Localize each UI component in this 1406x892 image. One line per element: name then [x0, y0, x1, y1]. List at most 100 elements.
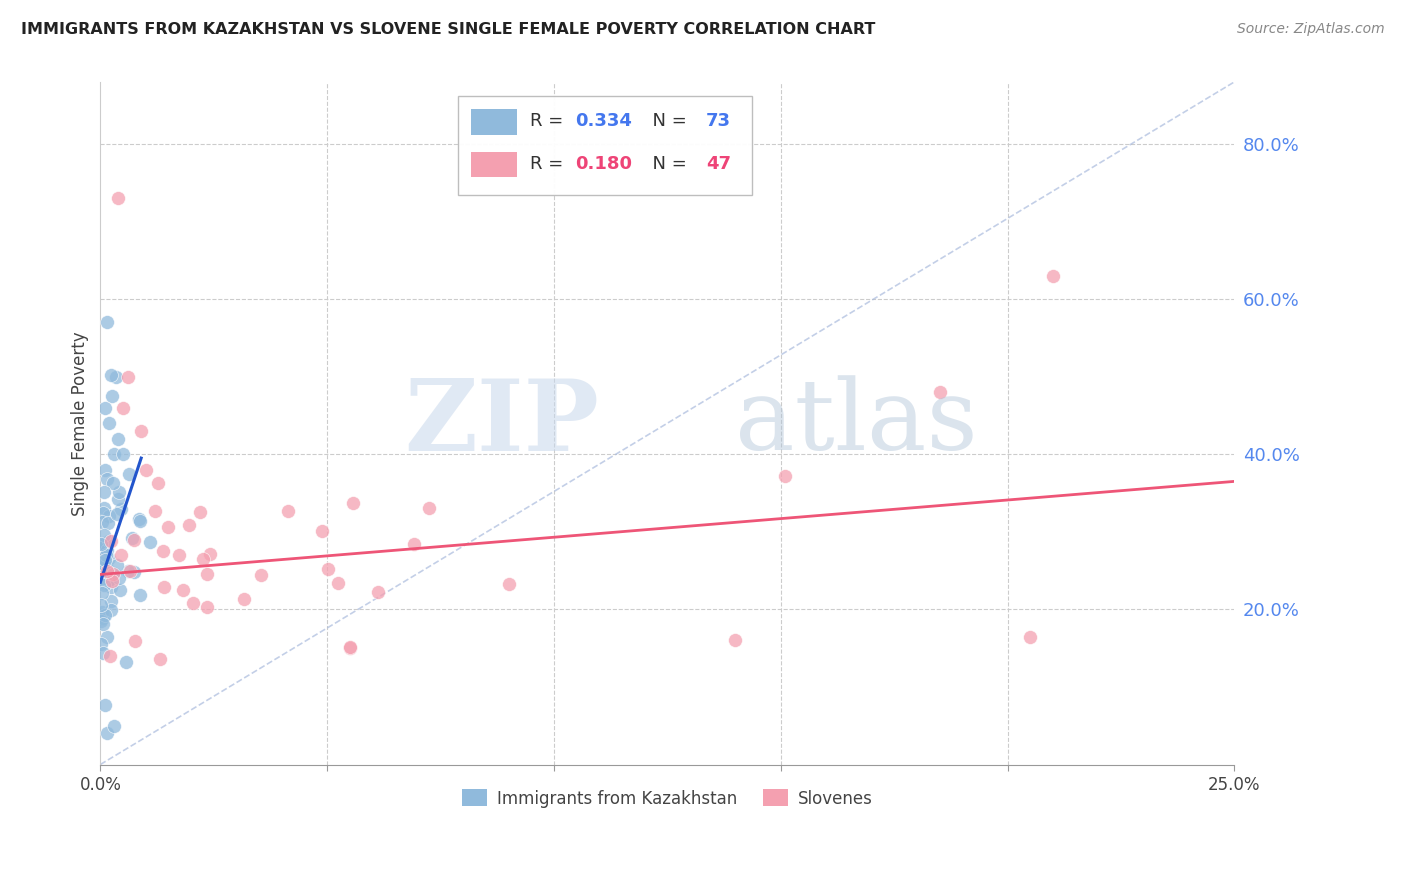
Bar	[471, 152, 516, 178]
Text: 73: 73	[706, 112, 731, 130]
Point	[117, 564, 139, 578]
Point	[124, 633, 146, 648]
Point	[339, 640, 361, 654]
Point	[91, 506, 114, 520]
Point	[100, 581, 122, 595]
Point	[277, 504, 299, 518]
Point	[128, 512, 150, 526]
Point	[107, 491, 129, 506]
Point	[93, 485, 115, 500]
Point	[181, 596, 204, 610]
Legend: Immigrants from Kazakhstan, Slovenes: Immigrants from Kazakhstan, Slovenes	[456, 782, 879, 814]
Point	[177, 517, 200, 532]
Point	[135, 463, 157, 477]
Point	[129, 588, 152, 602]
Point	[105, 558, 128, 572]
Point	[724, 633, 747, 648]
Point	[91, 586, 114, 600]
Point	[93, 575, 115, 590]
Point	[112, 447, 135, 461]
Point	[90, 567, 112, 582]
Point	[1042, 268, 1064, 283]
Text: R =: R =	[530, 155, 569, 173]
Point	[98, 566, 121, 580]
Text: R =: R =	[530, 112, 569, 130]
Point	[91, 617, 114, 632]
Point	[112, 401, 135, 415]
Text: ZIP: ZIP	[405, 375, 599, 472]
Point	[232, 592, 254, 607]
Point	[97, 509, 120, 524]
Point	[342, 495, 364, 509]
Text: atlas: atlas	[735, 376, 979, 471]
Point	[103, 719, 125, 733]
Point	[93, 698, 115, 713]
Point	[250, 568, 273, 582]
Point	[311, 524, 333, 538]
Point	[96, 726, 118, 740]
Point	[138, 535, 160, 549]
Point	[96, 543, 118, 558]
Point	[101, 566, 124, 581]
Point	[121, 531, 143, 545]
Point	[1019, 630, 1042, 644]
Point	[100, 389, 122, 403]
Point	[91, 605, 114, 619]
Point	[152, 544, 174, 558]
Text: 0.334: 0.334	[575, 112, 633, 130]
Point	[94, 607, 117, 622]
Point	[100, 533, 122, 548]
Point	[90, 557, 112, 571]
Point	[91, 558, 114, 573]
Point	[120, 564, 142, 578]
Point	[94, 401, 117, 415]
Point	[90, 598, 112, 612]
Text: N =: N =	[641, 112, 693, 130]
Point	[93, 578, 115, 592]
Text: Source: ZipAtlas.com: Source: ZipAtlas.com	[1237, 22, 1385, 37]
Point	[107, 432, 129, 446]
Point	[107, 191, 129, 205]
Point	[90, 614, 112, 628]
Point	[129, 514, 152, 528]
Point	[93, 540, 115, 554]
Point	[148, 475, 170, 490]
Point	[91, 539, 114, 553]
Point	[94, 463, 117, 477]
Point	[110, 583, 132, 598]
Point	[172, 582, 194, 597]
Point	[90, 538, 112, 552]
Point	[153, 580, 176, 594]
Point	[98, 648, 121, 663]
Point	[97, 551, 120, 566]
Text: 47: 47	[706, 155, 731, 173]
Y-axis label: Single Female Poverty: Single Female Poverty	[72, 331, 89, 516]
Point	[96, 564, 118, 578]
Point	[96, 472, 118, 486]
Point	[90, 537, 112, 551]
Point	[326, 576, 349, 591]
Point	[928, 385, 950, 400]
Point	[149, 652, 172, 666]
Point	[97, 516, 120, 530]
Point	[100, 594, 122, 608]
Point	[93, 528, 115, 542]
Point	[93, 536, 115, 550]
Point	[94, 557, 117, 571]
Point	[198, 547, 221, 561]
Point	[103, 447, 125, 461]
Point	[90, 637, 112, 651]
Point	[188, 505, 211, 519]
Point	[98, 416, 121, 430]
Point	[91, 646, 114, 660]
Text: N =: N =	[641, 155, 693, 173]
Point	[91, 611, 114, 625]
Point	[404, 537, 426, 551]
Point	[96, 315, 118, 329]
Point	[100, 368, 122, 383]
Point	[101, 567, 124, 582]
Point	[90, 569, 112, 583]
Point	[118, 467, 141, 482]
Point	[103, 475, 125, 490]
Point	[91, 570, 114, 584]
